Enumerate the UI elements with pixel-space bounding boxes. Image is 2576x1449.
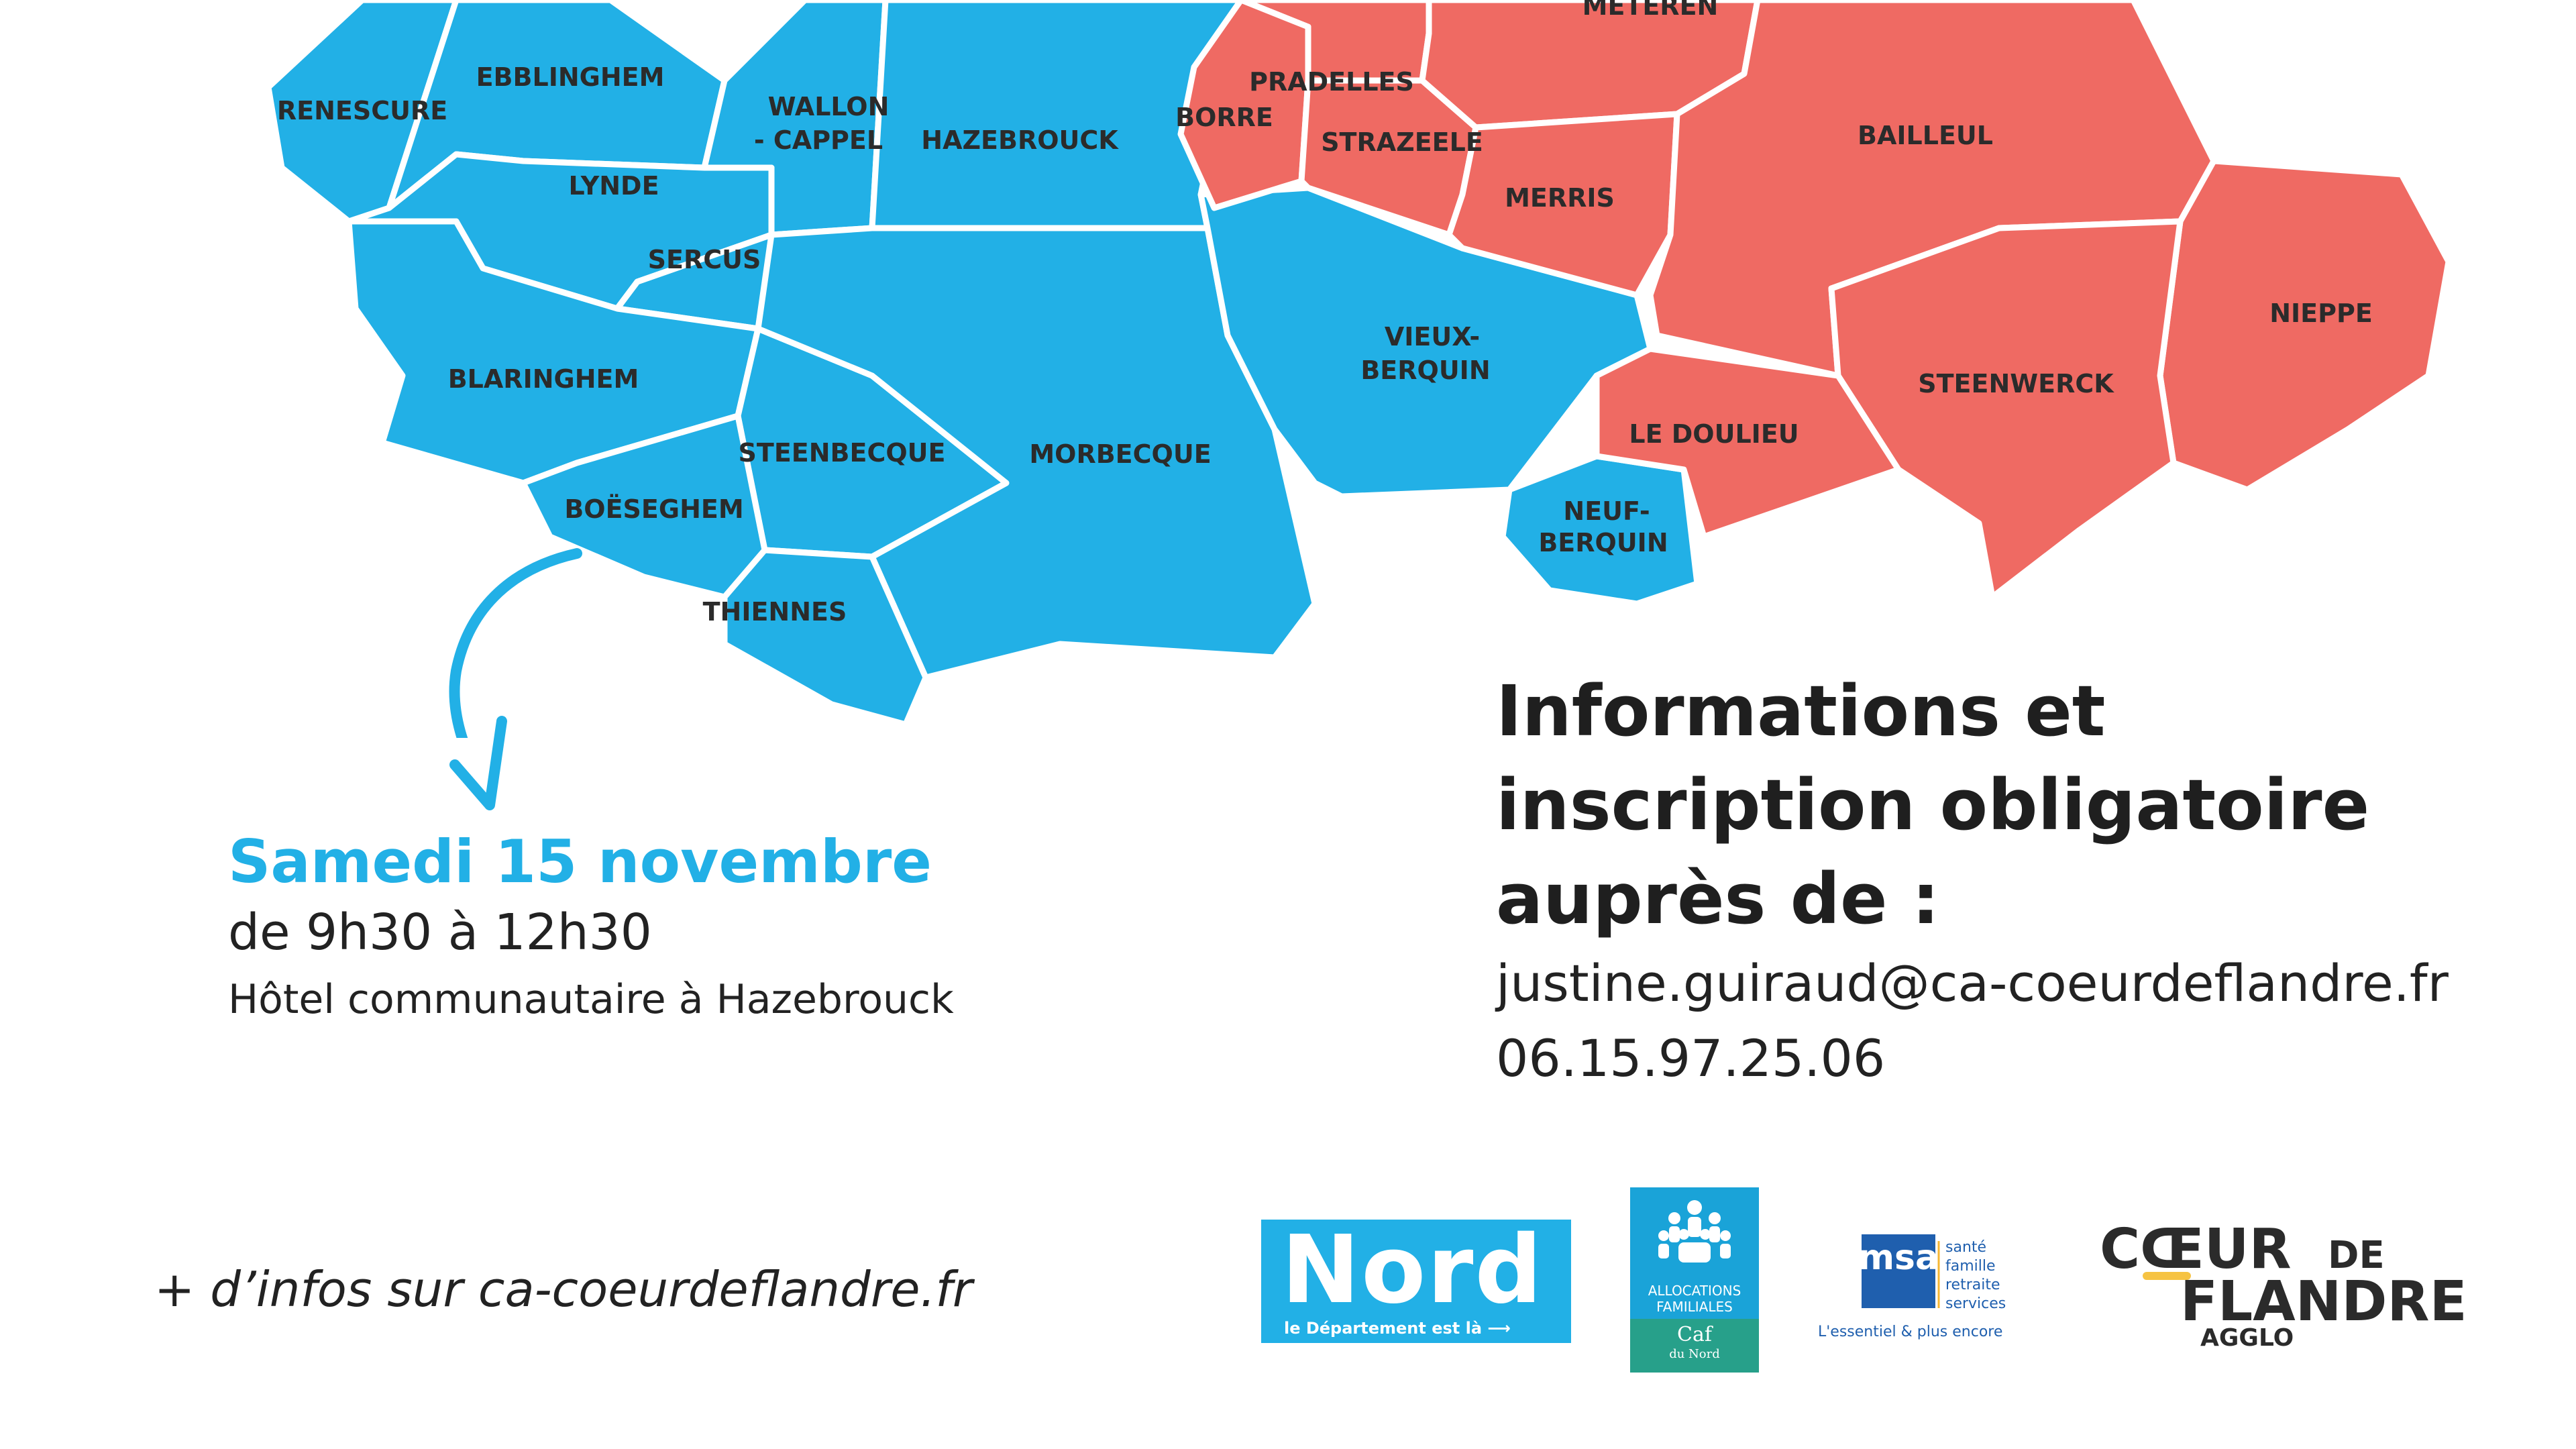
label-boeseghem: BOËSEGHEM — [564, 494, 743, 524]
cdf-line2: FLANDRE — [2180, 1270, 2467, 1334]
label-pradelles: PRADELLES — [1249, 67, 1414, 97]
info-title-line3: auprès de : — [1496, 858, 1940, 940]
label-neuf-1: NEUF- — [1563, 496, 1650, 526]
west-communes — [265, 0, 1701, 728]
label-nieppe: NIEPPE — [2269, 299, 2373, 328]
label-morbecque: MORBECQUE — [1029, 439, 1211, 469]
msa-logo: msa santé famille retraite services L'es… — [1811, 1221, 2039, 1348]
cdf-de: DE — [2328, 1234, 2385, 1277]
region-borre — [1177, 0, 1311, 211]
caf-logo: ALLOCATIONS FAMILIALES Caf du Nord — [1630, 1187, 1759, 1373]
msa-tagline: L'essentiel & plus encore — [1818, 1324, 2002, 1340]
more-info-link[interactable]: + d’infos sur ca-coeurdeflandre.fr — [154, 1261, 973, 1318]
label-vieux-1: VIEUX- — [1385, 322, 1480, 352]
info-title-line2: inscription obligatoire — [1496, 764, 2370, 846]
region-thiennes — [721, 547, 929, 728]
label-steenwerck: STEENWERCK — [1918, 369, 2114, 398]
label-lynde: LYNDE — [568, 171, 659, 201]
label-sercus: SERCUS — [648, 245, 761, 274]
msa-line3: retraite — [1945, 1277, 2000, 1293]
commune-labels: RENESCURE EBBLINGHEM WALLON - CAPPEL HAZ… — [277, 0, 2373, 627]
label-steenbecque: STEENBECQUE — [739, 438, 946, 468]
event-place: Hôtel communautaire à Hazebrouck — [228, 976, 954, 1023]
msa-logo-mark: msa santé famille retraite services L'es… — [1818, 1234, 2006, 1340]
cdf-line1: CŒUR — [2100, 1218, 2292, 1281]
caf-logo-line1: ALLOCATIONS — [1648, 1283, 1741, 1299]
label-wallon-1: WALLON — [768, 92, 890, 121]
region-le-doulieu — [1593, 345, 1902, 540]
caf-family-icon — [1658, 1200, 1731, 1263]
coeur-de-flandre-mark: CŒUR DE FLANDRE AGGLO — [2100, 1218, 2467, 1352]
cdf-line3: AGGLO — [2200, 1324, 2294, 1348]
contact-email[interactable]: justine.guiraud@ca-coeurdeflandre.fr — [1496, 953, 2449, 1013]
label-ebblinghem: EBBLINGHEM — [476, 62, 665, 92]
label-borre: BORRE — [1175, 103, 1273, 132]
label-le-doulieu: LE DOULIEU — [1629, 419, 1799, 449]
label-blaringhem: BLARINGHEM — [448, 364, 639, 394]
caf-logo-band: Caf du Nord — [1630, 1319, 1759, 1373]
territory-map: RENESCURE EBBLINGHEM WALLON - CAPPEL HAZ… — [265, 0, 2452, 738]
region-steenwerck — [1828, 218, 2184, 600]
contact-phone[interactable]: 06.15.97.25.06 — [1496, 1028, 1886, 1088]
msa-line4: services — [1945, 1295, 2006, 1312]
arrow-icon — [449, 548, 582, 738]
event-hours: de 9h30 à 12h30 — [228, 904, 652, 961]
label-renescure: RENESCURE — [277, 96, 447, 125]
msa-line2: famille — [1945, 1258, 1996, 1275]
nord-logo: Nord le Département est là ⟶ — [1261, 1220, 1571, 1343]
label-neuf-2: BERQUIN — [1538, 528, 1668, 557]
caf-logo-sub: du Nord — [1669, 1347, 1720, 1361]
coeur-de-flandre-logo: CŒUR DE FLANDRE AGGLO — [2093, 1214, 2469, 1352]
event-date: Samedi 15 novembre — [228, 827, 932, 896]
event-block: Samedi 15 novembre de 9h30 à 12h30 Hôtel… — [228, 825, 954, 1033]
label-wallon-2: - CAPPEL — [754, 125, 883, 155]
msa-line1: santé — [1945, 1239, 1986, 1256]
label-thiennes: THIENNES — [703, 597, 847, 627]
info-block: Informations et inscription obligatoire … — [1496, 664, 2536, 1096]
east-communes — [1177, 0, 2452, 600]
msa-logo-letters: msa — [1858, 1238, 1939, 1278]
nord-logo-tagline: le Département est là ⟶ — [1284, 1319, 1511, 1338]
nord-logo-name: Nord — [1281, 1216, 1544, 1325]
info-title-line1: Informations et — [1496, 670, 2106, 752]
caf-logo-text: ALLOCATIONS FAMILIALES — [1630, 1283, 1759, 1315]
label-vieux-2: BERQUIN — [1360, 356, 1490, 385]
caf-logo-line2: FAMILIALES — [1656, 1299, 1733, 1315]
label-hazebrouck: HAZEBROUCK — [921, 125, 1119, 155]
label-merris: MERRIS — [1505, 183, 1615, 213]
caf-logo-name: Caf — [1677, 1323, 1712, 1346]
label-bailleul: BAILLEUL — [1858, 121, 1993, 150]
label-meteren: METEREN — [1582, 0, 1719, 21]
label-strazeele: STRAZEELE — [1321, 127, 1483, 157]
